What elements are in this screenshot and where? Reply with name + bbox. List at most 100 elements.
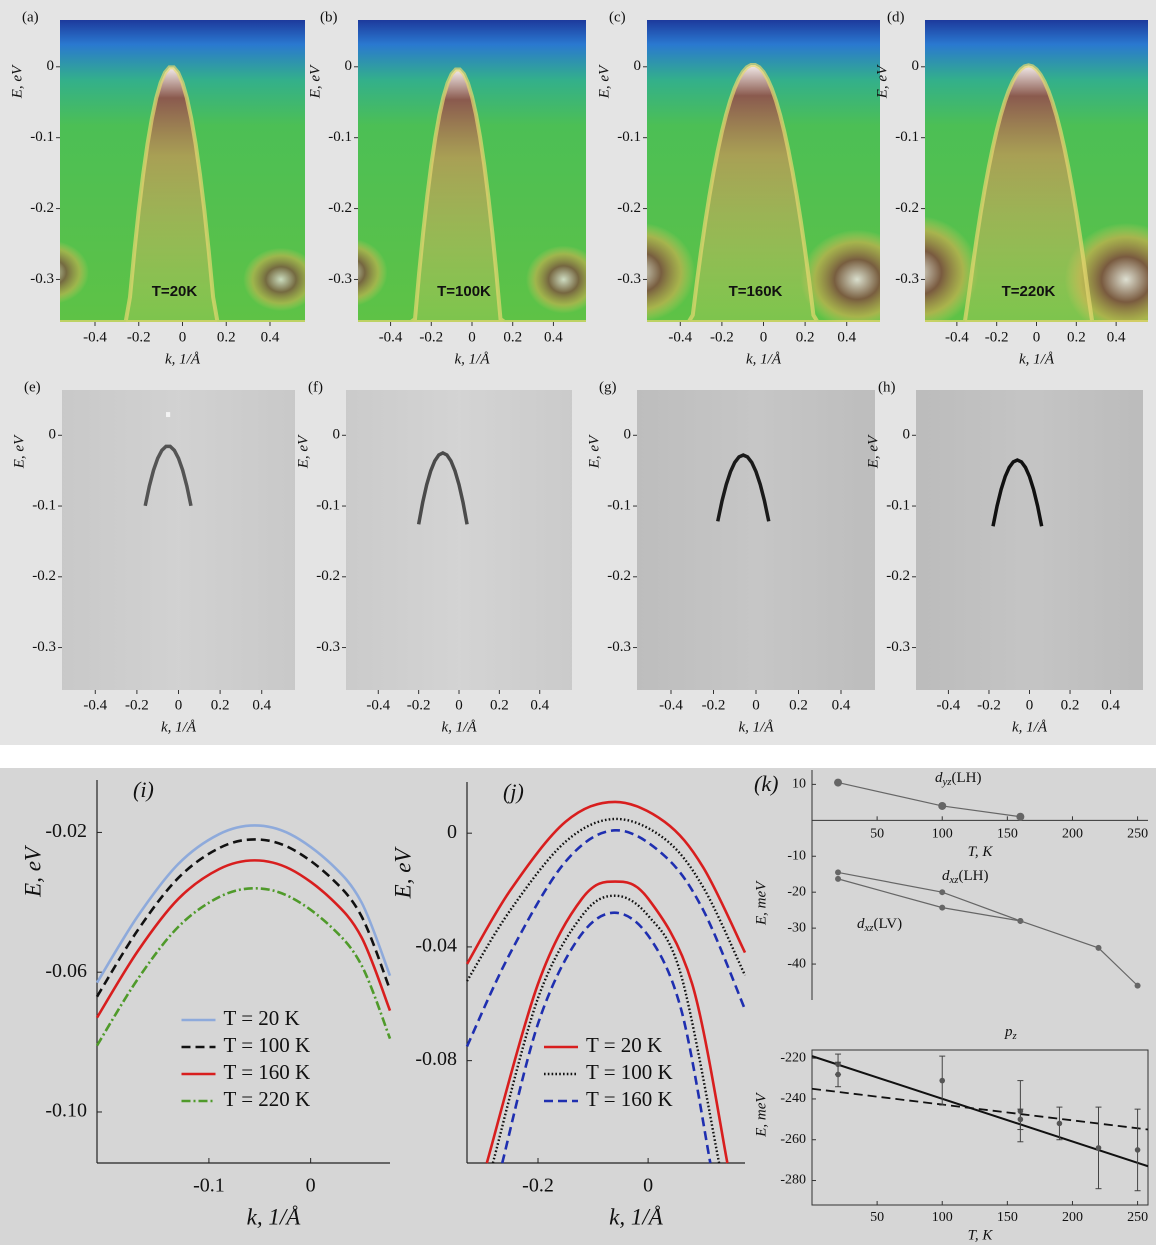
band-dome [60,65,305,322]
x-tick-label: 0.2 [796,329,815,345]
x-tick-label: -0.2 [977,697,1001,713]
annotation-main: d [857,916,865,932]
y-axis-label: E, eV [865,434,881,469]
x-tick-label: 0.4 [252,697,271,713]
y-tick-label: -0.1 [30,129,54,145]
x-tick-label: -0.2 [125,697,149,713]
y-axis-label: E, eV [874,64,890,99]
point [834,778,843,787]
y-tick-label: -0.02 [45,820,87,842]
y-tick-label: -0.3 [328,271,352,287]
x-tick-label: 50 [870,1210,884,1225]
point [1056,1120,1063,1127]
x-tick-label: 0.2 [1067,329,1086,345]
annotation-main: p [1004,1024,1013,1040]
x-tick-label: 0 [179,329,187,345]
curve [491,894,721,1164]
x-tick-label: 0 [175,697,183,713]
point [1134,1147,1141,1153]
errorbar-chart: -220 -240 -260 -280 50 100 150 200 250 T, K E, meV… [753,1024,1149,1243]
y-axis-label: E, eV [596,64,612,99]
x-axis-label: k, 1/Å [609,1204,664,1229]
y-tick-label: -0.3 [316,639,340,655]
annotation: pz [1004,1024,1018,1042]
x-axis-label: k, 1/Å [247,1204,302,1229]
point [835,1071,841,1078]
x-tick-label: 0 [643,1175,653,1197]
legend-label: T = 100 K [586,1060,673,1084]
x-tick-label: 100 [932,1210,953,1225]
x-tick-label: 0.4 [832,697,851,713]
annotation-main: d [935,770,943,786]
y-tick-label: -0.1 [316,497,340,513]
point [1134,982,1141,989]
x-axis-label: T, K [968,1227,994,1243]
x-tick-label: -0.4 [83,697,107,713]
y-tick-label: -0.1 [886,497,910,513]
y-axis-label: E, eV [586,434,602,469]
panel-label: (g) [599,379,617,395]
y-tick-label: -20 [787,884,806,899]
y-axis-label: E, meV [753,880,769,926]
y-tick-label: -0.2 [607,568,631,584]
point [1095,944,1102,951]
y-tick-label: -0.2 [316,568,340,584]
curve [95,887,392,1047]
x-tick-label: 0.2 [490,697,509,713]
y-tick-label: 0 [49,427,57,443]
legend-label: T = 160 K [224,1060,311,1084]
panel: (g) E, eV k, 1/Å 0 -0.1 -0.2 -0.3 -0.4 -0.2 0 0.2 0… [586,379,875,735]
curve [95,824,392,984]
x-axis-label: k, 1/Å [455,351,491,367]
y-axis-label: E, eV [295,434,311,469]
y-axis-label: E, eV [390,846,415,900]
band-arc [991,458,1044,527]
y-tick-label: 0 [903,427,911,443]
temperature-label: T=20K [152,283,198,300]
annotation: dxz(LV) [857,916,902,934]
plot-frame [811,1049,1149,1206]
y-tick-label: -0.1 [617,129,641,145]
panel-label: (e) [24,379,41,395]
band-arc [143,444,193,507]
band-blob [800,229,880,322]
line-chart: -0.02-0.06-0.10-0.1 0(i)E, eVk, 1/ÅT = 20… [20,777,392,1229]
annotation: dxz(LH) [942,868,989,886]
x-tick-label: 0 [1033,329,1041,345]
image-shade [62,390,295,690]
x-tick-label: -0.2 [702,697,726,713]
panel-label: (j) [503,779,524,804]
spectrum-image [358,20,586,322]
x-tick-label: -0.2 [419,329,443,345]
annotation-sub: xz [864,922,875,934]
y-tick-label: -0.1 [32,497,56,513]
legend-label: T = 100 K [224,1033,311,1057]
panel-label: (c) [609,9,626,25]
point [1017,917,1024,924]
temperature-label: T=160K [729,283,783,300]
x-tick-label: 100 [932,827,953,842]
x-tick-label: 0.2 [211,697,230,713]
x-tick-label: 50 [870,827,884,842]
y-axis-label: E, eV [9,64,25,99]
annotation: dyz(LH) [935,770,982,788]
curve [95,838,392,998]
y-axis-label: E, meV [753,1092,769,1138]
x-tick-label: -0.4 [945,329,969,345]
y-tick-label: -280 [780,1173,806,1188]
panel: (a) E, eV k, 1/Å 0 -0.1 -0.2 -0.3 -0.4 -0.2 0 0.2 0… [9,9,305,367]
curve [465,817,747,982]
x-tick-label: 0.4 [1101,697,1120,713]
x-tick-label: -0.1 [193,1175,225,1197]
panel-label: (i) [133,777,154,802]
x-axis-label: k, 1/Å [1019,351,1055,367]
x-tick-label: -0.4 [366,697,390,713]
legend-label: T = 20 K [224,1006,300,1030]
y-tick-label: 0 [912,58,920,74]
x-axis-label: k, 1/Å [161,719,197,735]
point [938,801,947,810]
x-tick-label: 0 [468,329,476,345]
y-tick-label: -0.3 [30,271,54,287]
panel-label: (h) [878,379,896,395]
